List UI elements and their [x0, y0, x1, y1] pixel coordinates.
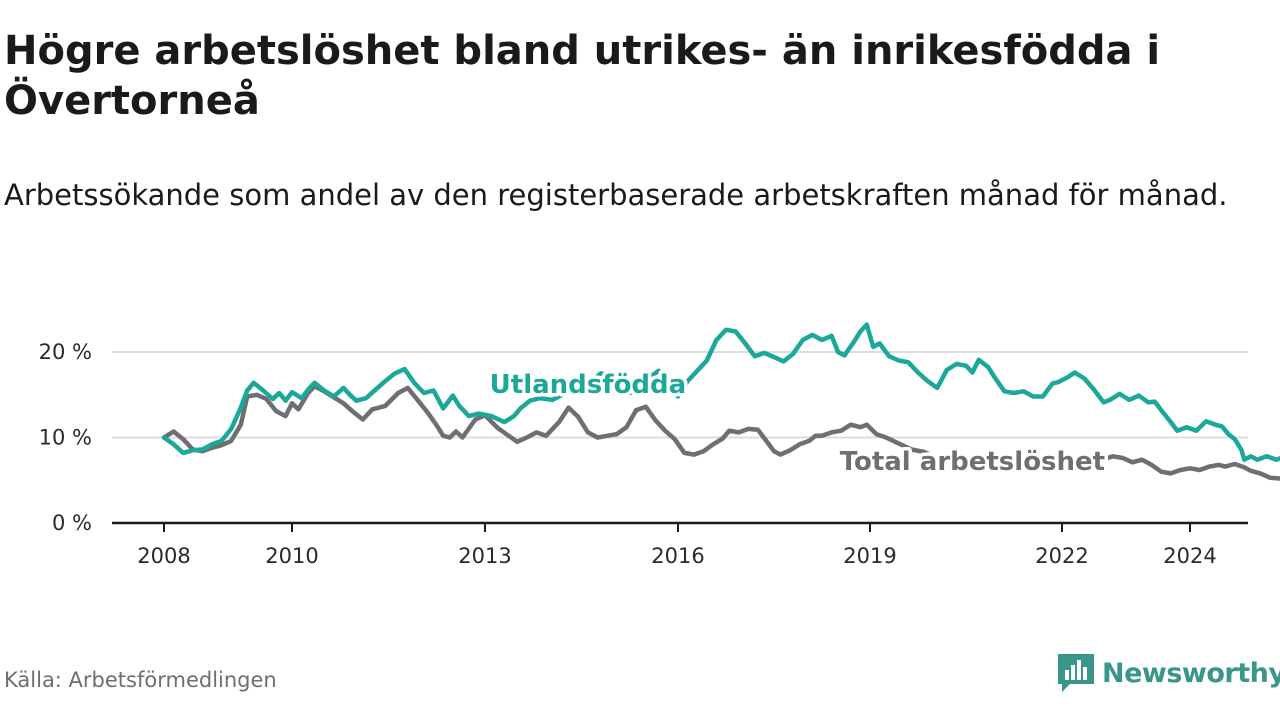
gridlines [112, 351, 1248, 439]
source-note: Källa: Arbetsförmedlingen [4, 668, 277, 692]
series-lines [161, 322, 1280, 481]
series-line-utlandsfodda [161, 322, 1280, 462]
x-tick-label: 2008 [137, 544, 190, 568]
newsworthy-logo-icon [1058, 654, 1094, 692]
chart-subtitle: Arbetssökande som andel av den registerb… [4, 178, 1228, 212]
y-tick-label: 20 % [39, 340, 92, 364]
line-chart: 0 % 10 % 20 % 2008 2010 2013 2016 2019 2022 2024… [39, 322, 1280, 568]
y-tick-label: 10 % [39, 426, 92, 450]
y-axis-ticks: 0 % 10 % 20 % [39, 340, 92, 535]
x-tick-label: 2016 [651, 544, 704, 568]
x-tick-label: 2022 [1035, 544, 1088, 568]
x-tick-label: 2019 [843, 544, 896, 568]
x-tick-label: 2024 [1163, 544, 1216, 568]
chart-title: Högre arbetslöshet bland utrikes- än inr… [4, 28, 1161, 124]
brand-logo: Newsworthy [1058, 654, 1280, 692]
y-tick-label: 0 % [52, 511, 92, 535]
series-annotation-label: Utlandsfödda [490, 370, 687, 400]
x-tick-label: 2013 [458, 544, 511, 568]
series-line-total [161, 383, 1280, 481]
brand-name: Newsworthy [1102, 657, 1280, 689]
x-tick-label: 2010 [265, 544, 318, 568]
x-axis-ticks: 2008 2010 2013 2016 2019 2022 2024 [137, 523, 1217, 568]
series-annotation-label: Total arbetslöshet [840, 447, 1105, 477]
